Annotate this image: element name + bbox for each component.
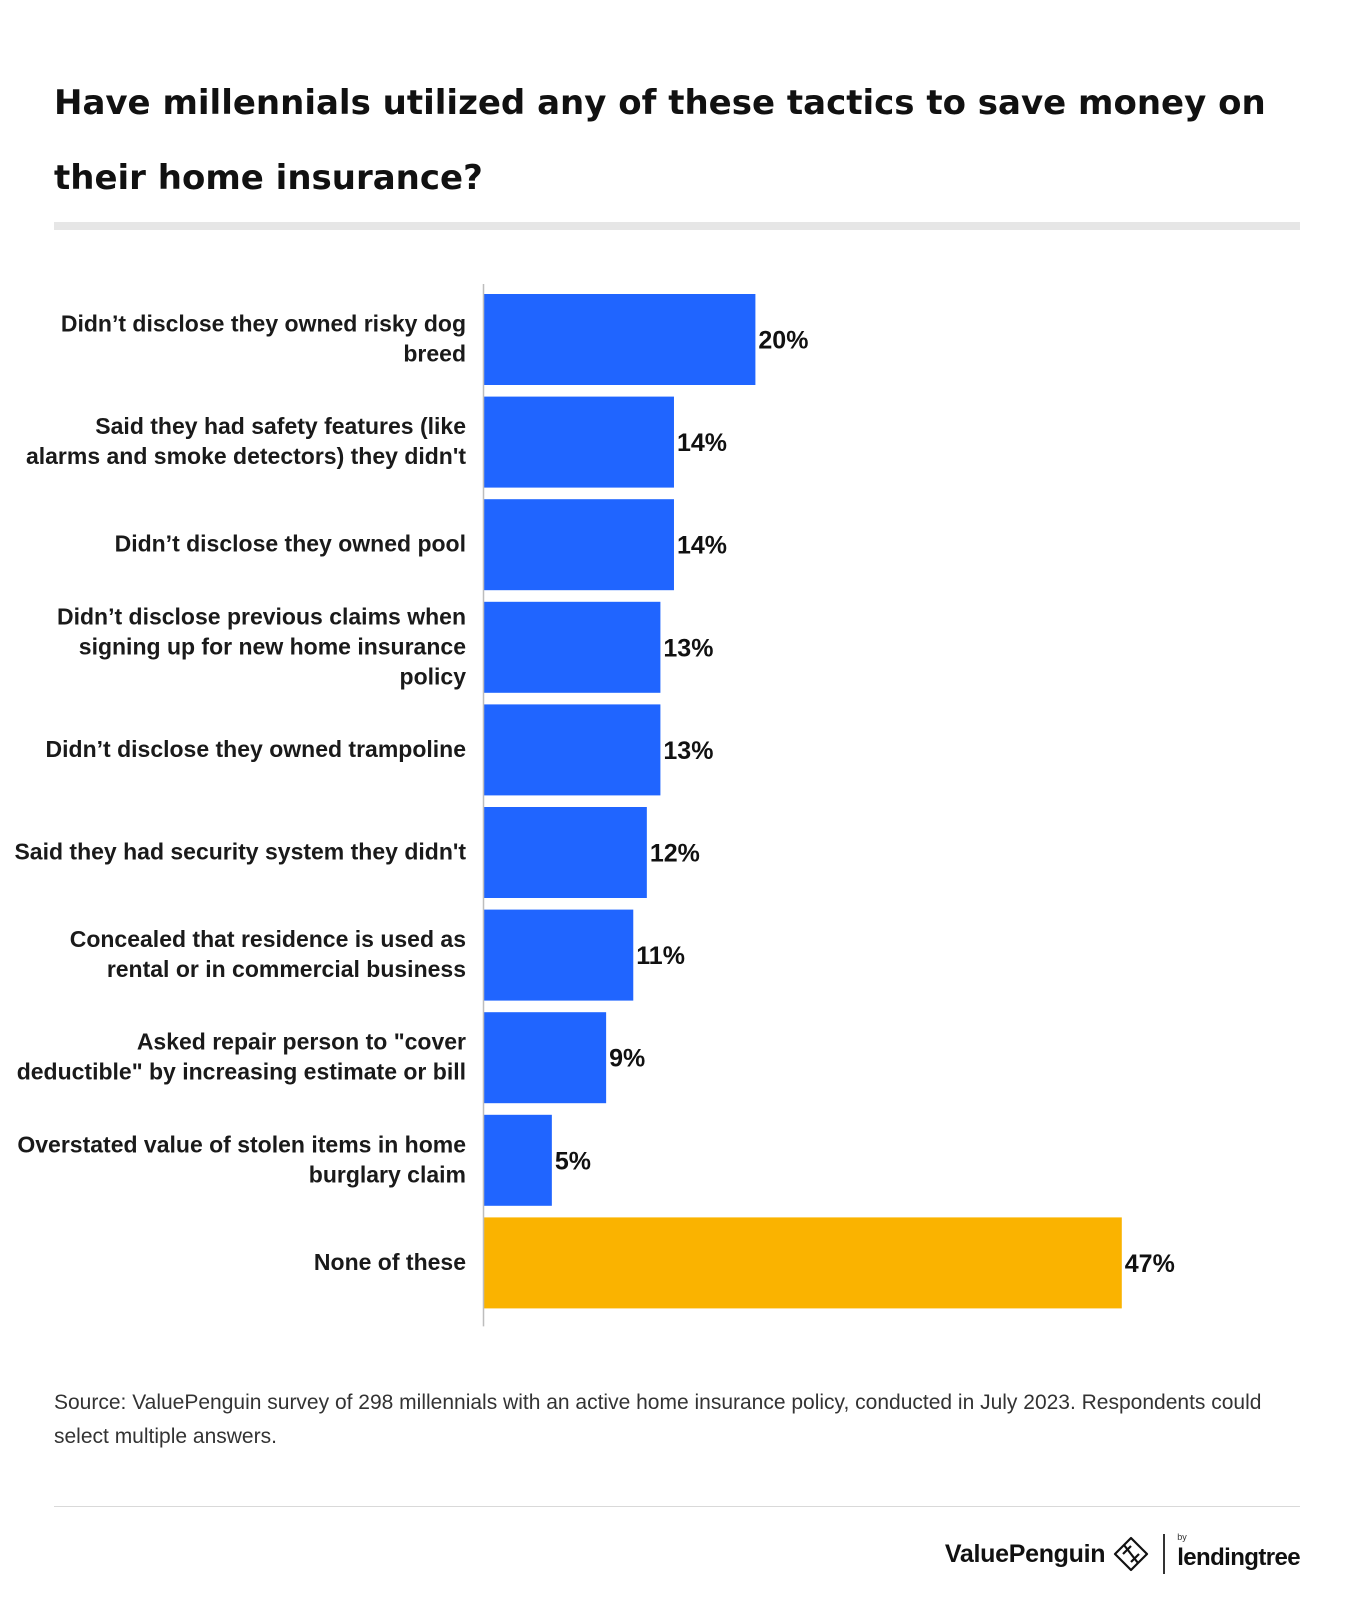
valuepenguin-diamond-logo-icon xyxy=(1114,1536,1149,1572)
category-label: Said they had security system they didn'… xyxy=(14,839,466,865)
bar xyxy=(484,396,674,488)
brand-lockup: ValuePenguin by lendingtree xyxy=(944,1532,1301,1576)
bar-value-label: 5% xyxy=(555,1147,591,1175)
bar xyxy=(484,1217,1122,1309)
bar xyxy=(484,807,647,898)
bar-value-label: 14% xyxy=(677,532,727,560)
category-label: Didn’t disclose previous claims when sign… xyxy=(57,603,466,689)
bar xyxy=(484,294,756,385)
title-divider xyxy=(54,222,1300,230)
valuepenguin-wordmark: ValuePenguin xyxy=(944,1539,1106,1568)
footer-divider xyxy=(54,1506,1300,1507)
bar-value-label: 12% xyxy=(650,840,700,868)
category-label: Asked repair person to "cover deductible"… xyxy=(17,1029,466,1085)
bar xyxy=(484,704,661,796)
category-label: Didn’t disclose they owned risky dog bree… xyxy=(61,311,466,367)
bar-value-label: 20% xyxy=(758,327,808,355)
category-label: None of these xyxy=(314,1249,466,1275)
bar-value-label: 13% xyxy=(663,634,713,662)
bar xyxy=(484,499,674,591)
bar-value-label: 11% xyxy=(636,942,685,970)
category-label: Concealed that residence is used as renta… xyxy=(70,926,466,982)
lendingtree-by: by xyxy=(1177,1532,1187,1542)
category-label: Didn’t disclose they owned pool xyxy=(115,531,466,557)
bar xyxy=(484,909,634,1001)
bar xyxy=(484,1114,552,1206)
category-label: Said they had safety features (like alarm… xyxy=(26,413,466,469)
bar-value-label: 9% xyxy=(609,1045,645,1073)
source-note: Source: ValuePenguin survey of 298 mille… xyxy=(54,1391,1262,1448)
bar-value-label: 14% xyxy=(677,429,727,457)
bar xyxy=(484,1012,607,1104)
lendingtree-logo: by lendingtree xyxy=(1177,1532,1300,1572)
lendingtree-wordmark: lendingtree xyxy=(1177,1544,1300,1571)
category-label: Overstated value of stolen items in home… xyxy=(17,1131,466,1187)
category-label: Didn’t disclose they owned trampoline xyxy=(46,736,466,762)
bar-chart: 20% Didn’t disclose they owned risky dog b… xyxy=(14,284,1175,1327)
bar-value-label: 47% xyxy=(1125,1250,1175,1278)
brand-separator xyxy=(1163,1534,1166,1574)
page-title: Have millennials utilized any of these t… xyxy=(54,83,1266,198)
bar-value-label: 13% xyxy=(663,737,713,765)
bar xyxy=(484,601,661,693)
